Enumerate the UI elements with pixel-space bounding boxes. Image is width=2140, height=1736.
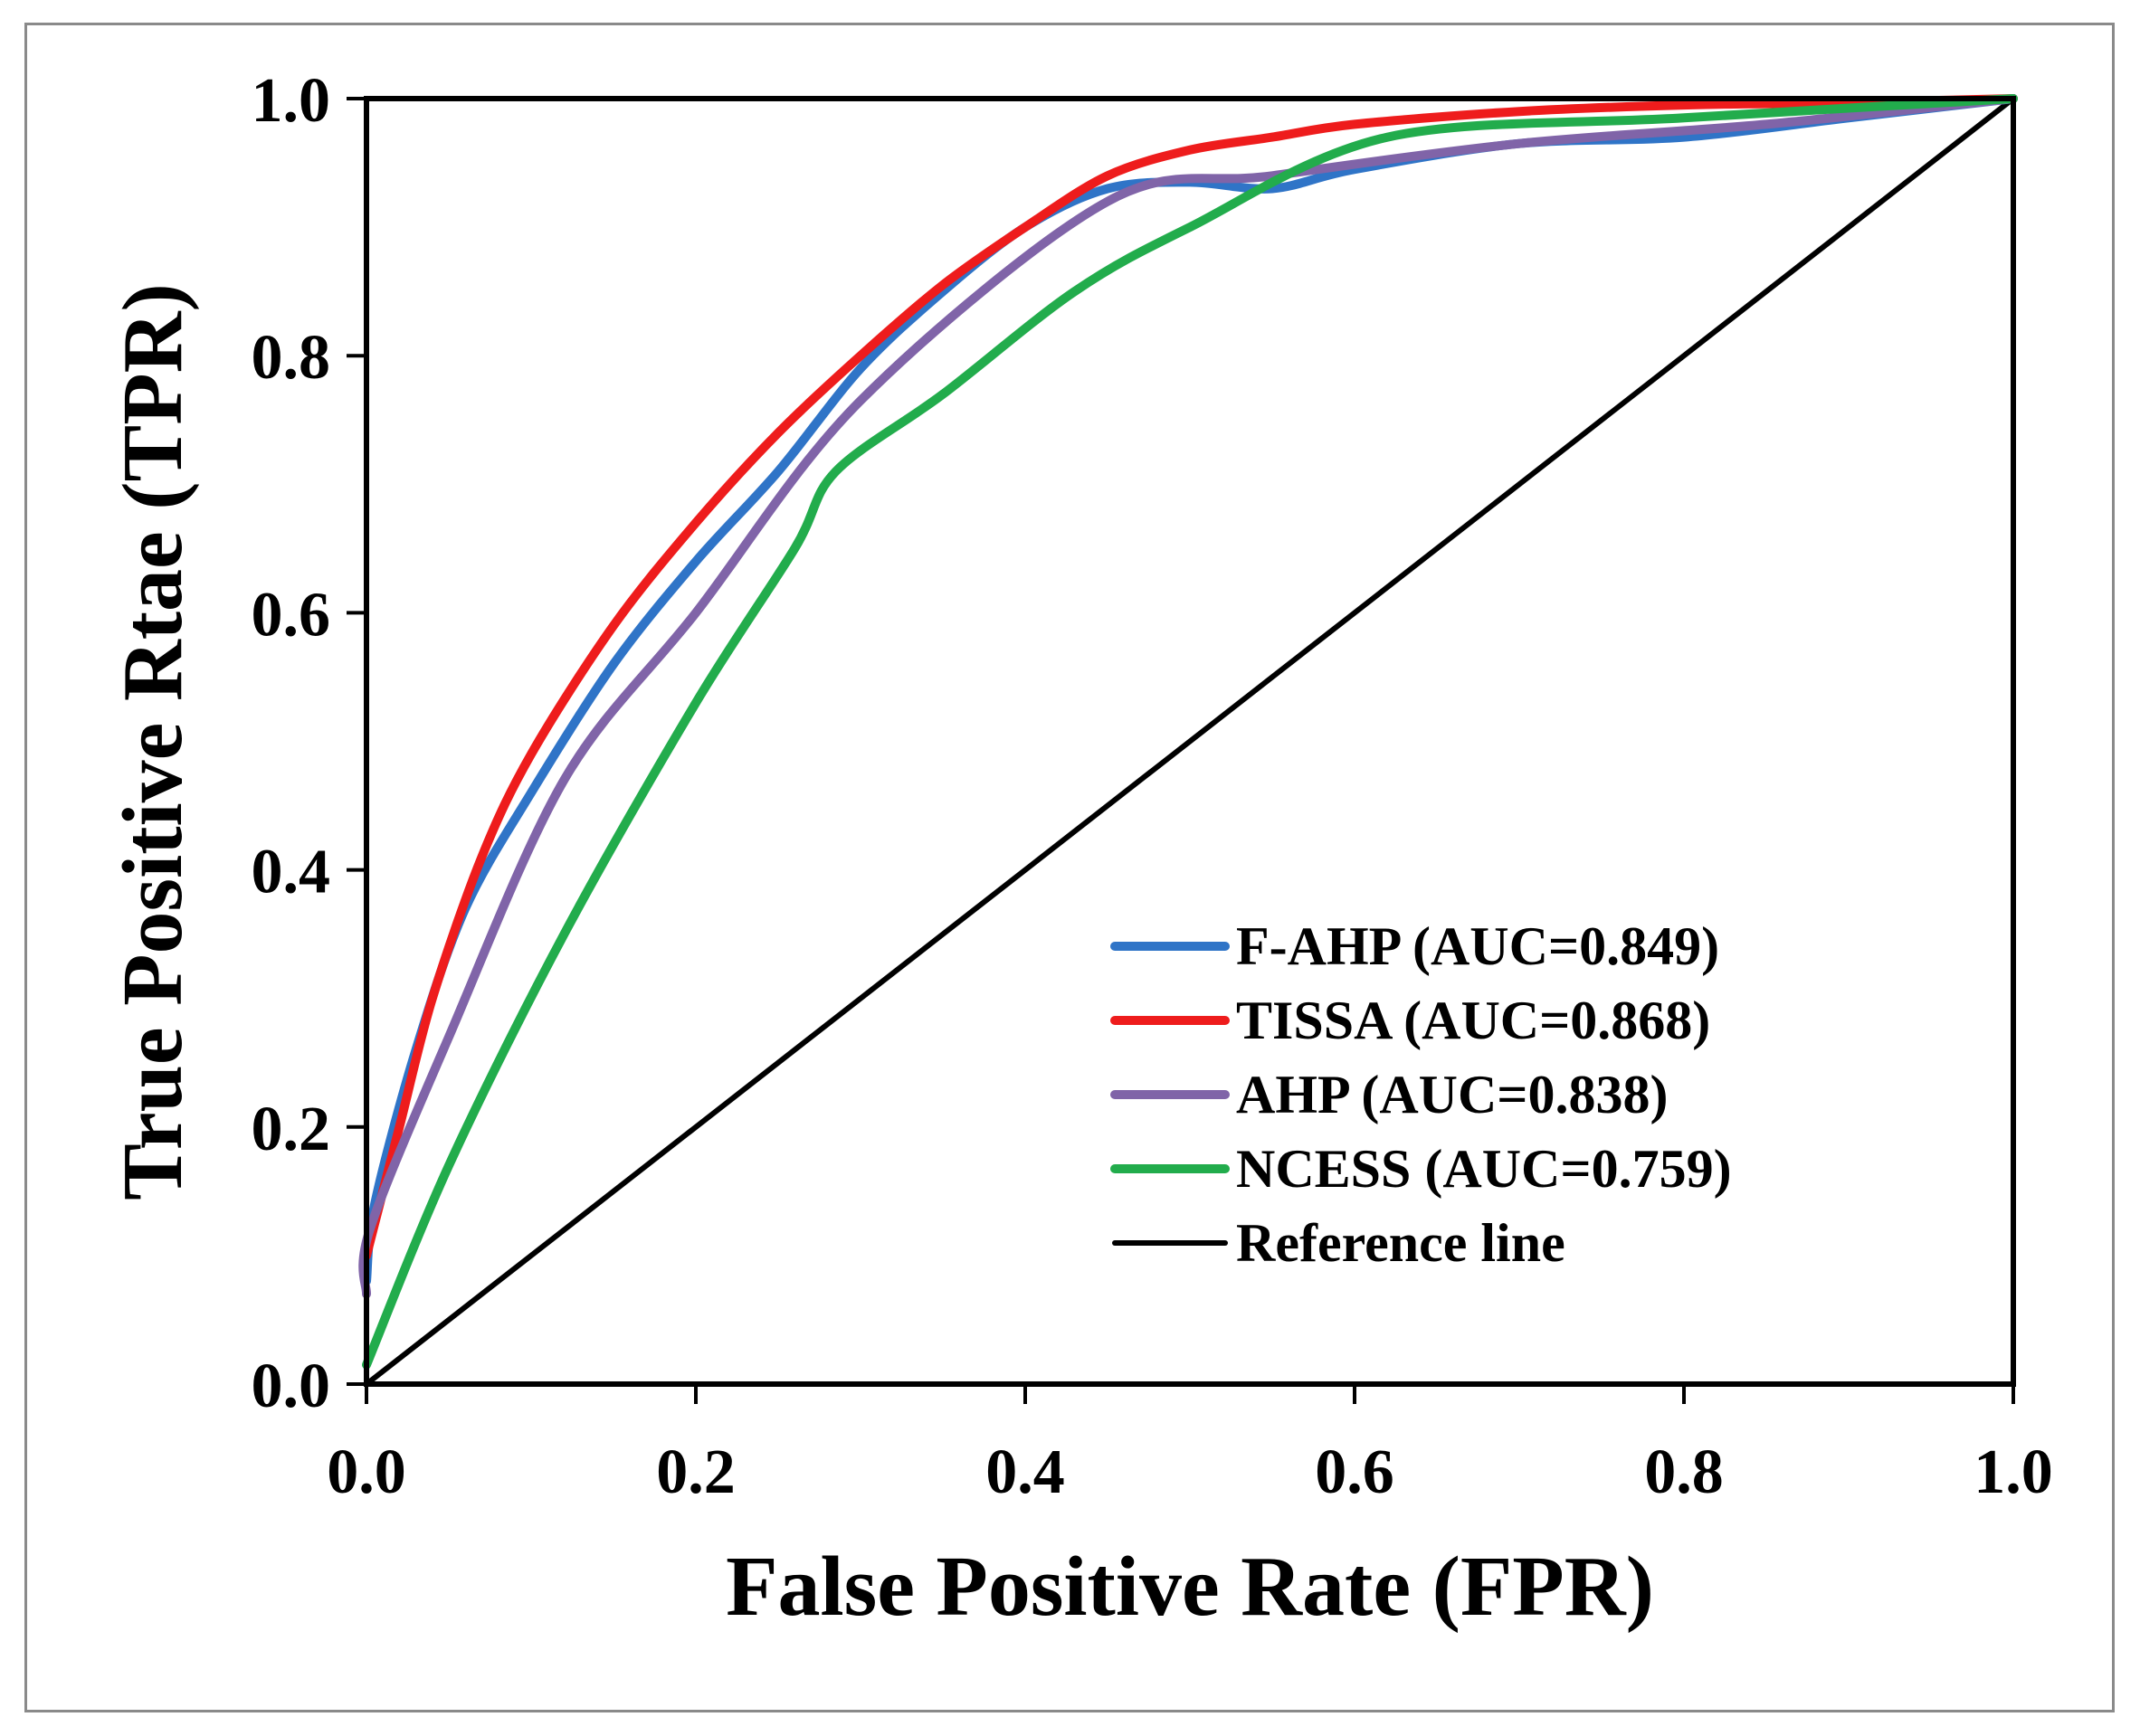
legend-item-ahp: AHP (AUC=0.838) [1110,1065,1668,1124]
legend-label: F-AHP (AUC=0.849) [1236,916,1719,976]
legend-item-reference-line: Reference line [1112,1213,1565,1273]
legend-item-tissa: TISSA (AUC=0.868) [1110,991,1710,1050]
y-tick-label: 0.2 [252,1095,331,1164]
x-tick-label: 0.0 [327,1437,406,1507]
series-layer [358,94,2018,1387]
y-axis-title: True Positive Rtae (TPR) [106,283,200,1200]
x-axis-title: False Positive Rate (FPR) [726,1540,1654,1634]
y-tick-label: 0.0 [252,1352,331,1421]
series-line-ahp [358,94,2018,1299]
series-line-f-ahp [362,94,2018,1286]
x-tick-label: 0.2 [656,1437,736,1507]
legend-label: NCESS (AUC=0.759) [1236,1139,1732,1199]
x-tick-label: 0.4 [985,1437,1065,1507]
y-tick-label: 0.4 [252,838,331,907]
legend-label: TISSA (AUC=0.868) [1236,991,1710,1050]
figure-frame [24,23,2115,1712]
plot-border [364,96,2016,1387]
y-tick-label: 1.0 [252,66,331,136]
series-line-reference-line [364,96,2016,1387]
legend-label: AHP (AUC=0.838) [1236,1065,1668,1124]
x-tick-label: 1.0 [1974,1437,2053,1507]
series-line-ncess [362,94,2018,1370]
y-tick-label: 0.6 [252,580,331,650]
x-tick-label: 0.8 [1644,1437,1724,1507]
legend-item-f-ahp: F-AHP (AUC=0.849) [1110,916,1719,976]
legend-label: Reference line [1236,1213,1565,1273]
legend-item-ncess: NCESS (AUC=0.759) [1110,1139,1732,1199]
y-tick-label: 0.8 [252,323,331,393]
legend: F-AHP (AUC=0.849) TISSA (AUC=0.868) AHP (A… [1110,916,1732,1273]
series-line-tissa [362,94,2018,1260]
x-tick-label: 0.6 [1315,1437,1394,1507]
ticks-layer: 0.0 0.2 0.4 0.6 0.8 1.0 0.0 0.2 0.4 0.6 0.8 1.0 [252,66,2053,1507]
